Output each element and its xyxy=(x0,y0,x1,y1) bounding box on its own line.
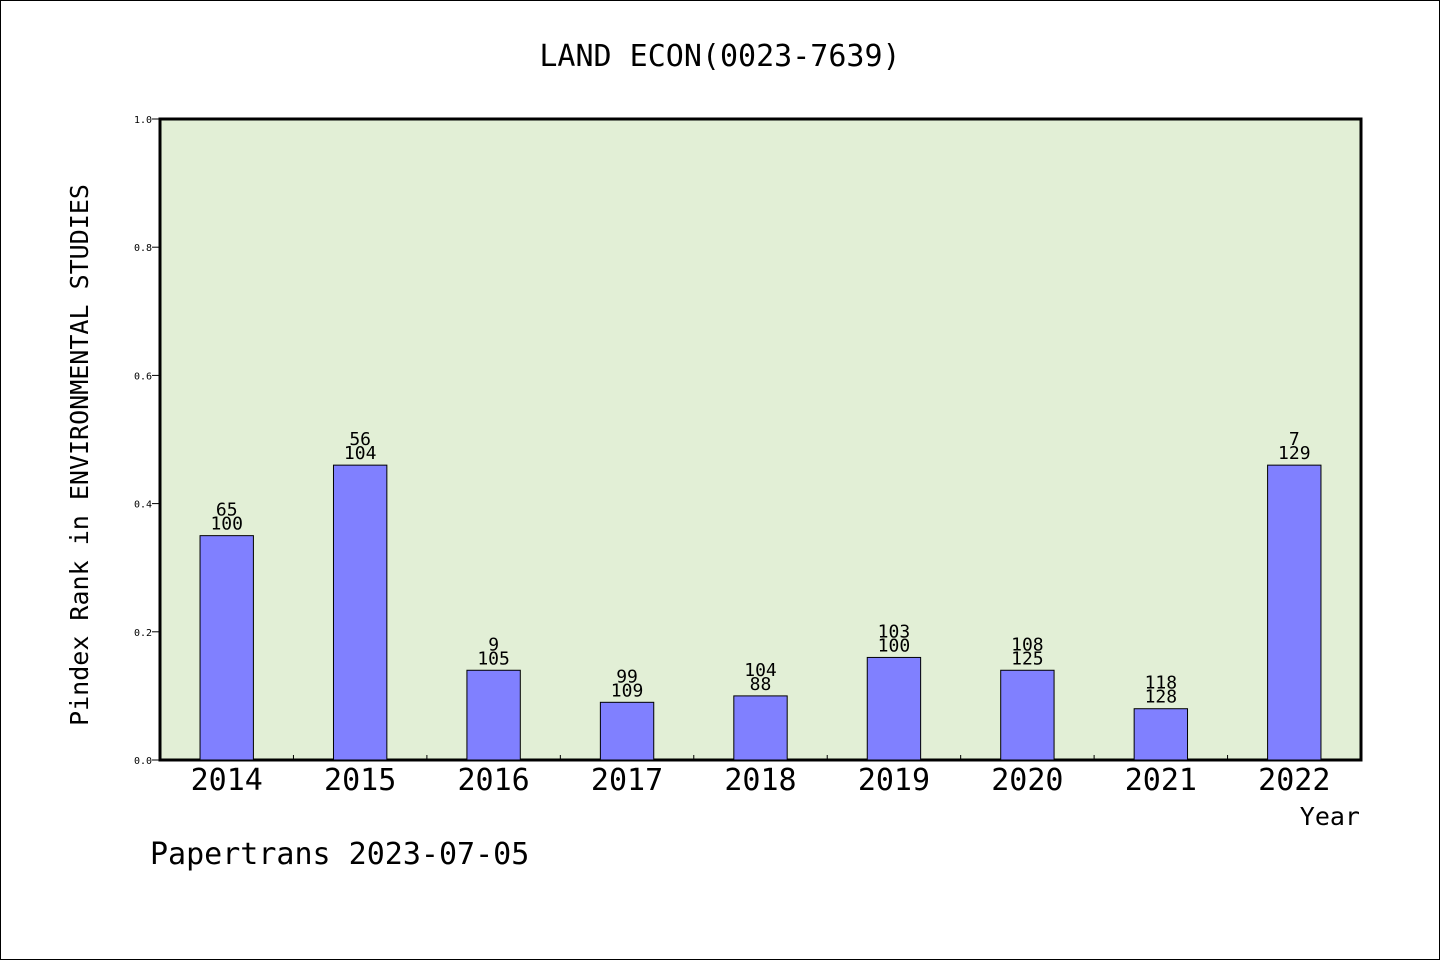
x-tick-label: 2014 xyxy=(191,763,263,798)
x-tick-label: 2020 xyxy=(991,763,1063,798)
y-tick-label: 1.0 xyxy=(134,115,152,126)
footer-credit: Papertrans 2023-07-05 xyxy=(150,837,529,872)
bar-label-top: 103 xyxy=(878,621,911,642)
bar xyxy=(199,535,254,761)
bar xyxy=(1133,708,1189,761)
chart-title: LAND ECON(0023-7639) xyxy=(539,39,900,74)
bar-label-top: 65 xyxy=(216,500,238,521)
bar-label-top: 56 xyxy=(349,429,371,450)
y-axis-ticks: 0.0 0.2 0.4 0.6 0.8 1.0 xyxy=(134,115,160,767)
bar xyxy=(1267,464,1322,761)
bar xyxy=(1000,669,1055,761)
y-tick-label: 0.0 xyxy=(134,756,152,767)
y-tick-label: 0.6 xyxy=(134,371,152,382)
bar-label-top: 99 xyxy=(616,666,638,687)
x-tick-label: 2019 xyxy=(858,763,930,798)
bar-label-top: 104 xyxy=(744,660,777,681)
bar-label-top: 108 xyxy=(1011,634,1044,655)
bar-label-bottom: 125 xyxy=(1011,648,1044,669)
bar-label-top: 9 xyxy=(488,634,499,655)
bar-label-top: 118 xyxy=(1145,673,1178,694)
x-tick-label: 2021 xyxy=(1125,763,1197,798)
bar-label-bottom: 129 xyxy=(1278,443,1311,464)
bar xyxy=(332,464,388,761)
x-tick-label: 2018 xyxy=(724,763,796,798)
bar-label-bottom: 105 xyxy=(477,648,510,669)
bar xyxy=(733,695,788,761)
bar-label-bottom: 128 xyxy=(1145,687,1178,708)
y-axis-label: Pindex Rank in ENVIRONMENTAL STUDIES xyxy=(65,184,94,726)
bar-label-bottom: 100 xyxy=(210,514,243,535)
x-tick-label: 2022 xyxy=(1258,763,1330,798)
bar-label-bottom: 109 xyxy=(611,680,644,701)
x-axis-ticks: 2014 2015 2016 2017 2018 2019 2020 2021 2022 xyxy=(191,755,1330,798)
y-tick-label: 0.8 xyxy=(134,243,152,254)
bar-label-top: 7 xyxy=(1289,429,1300,450)
bar xyxy=(866,656,922,761)
bar xyxy=(466,669,521,761)
bar-label-bottom: 104 xyxy=(344,443,377,464)
y-tick-label: 0.4 xyxy=(134,500,152,511)
x-tick-label: 2015 xyxy=(324,763,396,798)
bar-label-bottom: 100 xyxy=(878,635,911,656)
x-tick-label: 2017 xyxy=(591,763,663,798)
x-tick-label: 2016 xyxy=(457,763,529,798)
bar-label-bottom: 88 xyxy=(750,674,772,695)
bar xyxy=(599,701,655,761)
x-axis-label: Year xyxy=(1300,802,1360,831)
y-tick-label: 0.2 xyxy=(134,628,152,639)
